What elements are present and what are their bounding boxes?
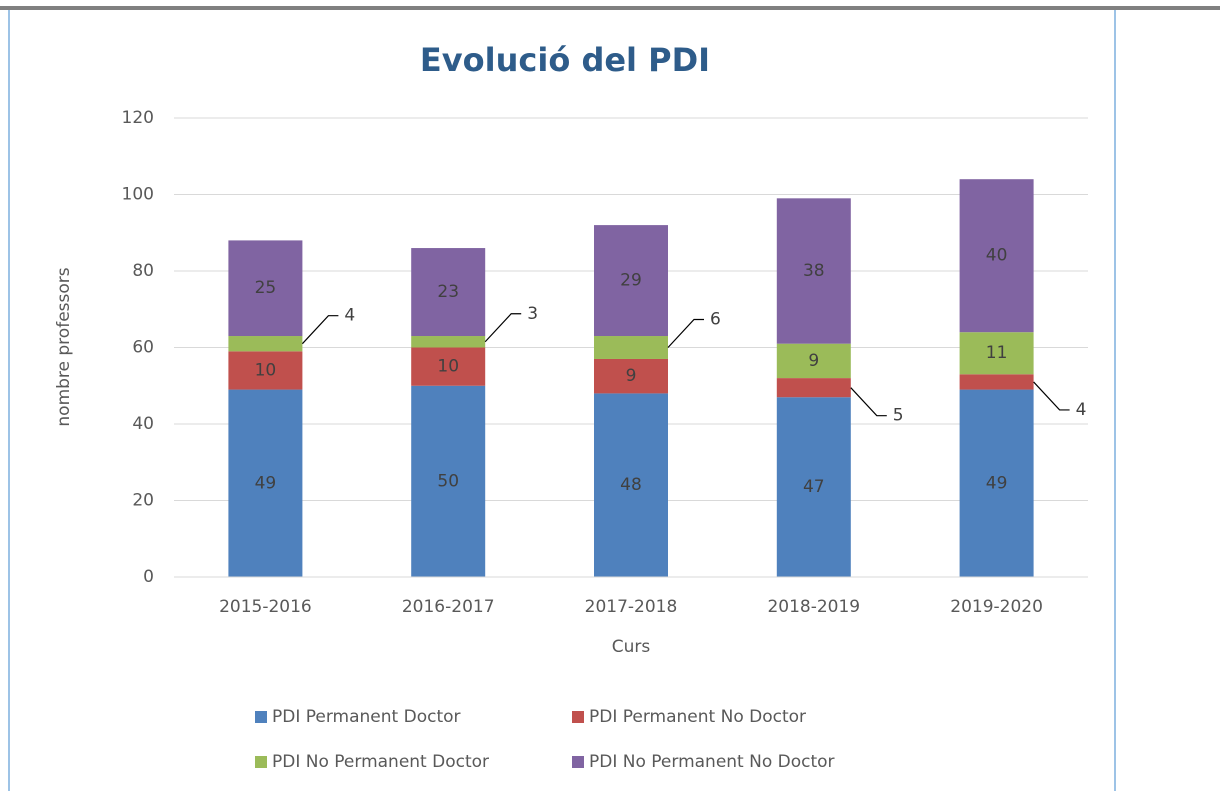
bar-segment bbox=[959, 179, 1034, 333]
y-tick-label: 0 bbox=[143, 567, 154, 587]
data-label: 10 bbox=[255, 360, 277, 380]
data-label: 50 bbox=[437, 471, 459, 491]
x-tick-label: 2015-2016 bbox=[219, 597, 312, 617]
legend-swatch bbox=[572, 756, 584, 768]
data-label: 23 bbox=[437, 282, 459, 302]
bar-segment bbox=[776, 343, 851, 379]
chart-title: Evolució del PDI bbox=[420, 41, 710, 79]
bar-segment bbox=[594, 225, 668, 337]
legend-label: PDI Permanent Doctor bbox=[272, 707, 461, 727]
bar-segment bbox=[594, 336, 668, 359]
leader-line bbox=[484, 313, 522, 343]
bar-segment bbox=[776, 198, 851, 344]
bar-segment bbox=[776, 397, 851, 577]
data-label: 5 bbox=[893, 406, 904, 426]
data-label: 40 bbox=[986, 246, 1008, 266]
data-label: 4 bbox=[1076, 400, 1087, 420]
y-tick-label: 60 bbox=[132, 338, 154, 358]
data-label: 49 bbox=[255, 473, 277, 493]
bar-segment bbox=[594, 358, 668, 394]
data-label: 47 bbox=[803, 477, 825, 497]
data-label: 6 bbox=[710, 310, 721, 330]
data-label: 49 bbox=[986, 473, 1008, 493]
x-tick-label: 2018-2019 bbox=[767, 597, 860, 617]
x-tick-label: 2016-2017 bbox=[402, 597, 495, 617]
x-tick-label: 2019-2020 bbox=[950, 597, 1043, 617]
y-axis-label: nombre professors bbox=[54, 267, 74, 426]
x-tick-label: 2017-2018 bbox=[585, 597, 678, 617]
y-tick-label: 20 bbox=[132, 491, 154, 511]
bar-segment bbox=[776, 378, 851, 398]
data-label: 29 bbox=[620, 271, 642, 291]
legend-label: PDI No Permanent No Doctor bbox=[589, 752, 835, 772]
legend-label: PDI No Permanent Doctor bbox=[272, 752, 489, 772]
legend-swatch bbox=[255, 711, 267, 723]
legend-swatch bbox=[572, 711, 584, 723]
data-label: 10 bbox=[437, 357, 459, 377]
leader-line bbox=[667, 318, 704, 348]
y-tick-label: 80 bbox=[132, 261, 154, 281]
y-tick-label: 120 bbox=[122, 108, 154, 128]
data-label: 38 bbox=[803, 261, 825, 281]
top-border bbox=[0, 6, 1220, 10]
data-label: 9 bbox=[808, 351, 819, 371]
legend-label: PDI Permanent No Doctor bbox=[589, 707, 806, 727]
bar-segment bbox=[228, 389, 303, 577]
bar-segment bbox=[594, 393, 668, 577]
x-axis-label: Curs bbox=[612, 637, 651, 657]
data-label: 11 bbox=[986, 343, 1008, 363]
data-label: 25 bbox=[255, 278, 277, 298]
leader-line bbox=[1033, 381, 1070, 411]
bar-segment bbox=[959, 389, 1034, 577]
data-label: 3 bbox=[527, 304, 538, 324]
leader-line bbox=[850, 387, 887, 417]
data-label: 9 bbox=[626, 366, 637, 386]
bar-segment bbox=[411, 336, 486, 348]
bar-segment bbox=[228, 336, 303, 352]
bar-segment bbox=[411, 385, 486, 577]
leader-line bbox=[301, 315, 339, 345]
data-label: 4 bbox=[344, 306, 355, 326]
bar-segment bbox=[959, 332, 1034, 375]
y-tick-label: 100 bbox=[122, 185, 154, 205]
bar-segment bbox=[228, 240, 303, 337]
bar-segment bbox=[411, 248, 486, 337]
bar-segment bbox=[959, 374, 1034, 390]
y-tick-label: 40 bbox=[132, 414, 154, 434]
bar-segment bbox=[411, 347, 486, 386]
data-label: 48 bbox=[620, 475, 642, 495]
legend-swatch bbox=[255, 756, 267, 768]
bar-segment bbox=[228, 351, 303, 390]
